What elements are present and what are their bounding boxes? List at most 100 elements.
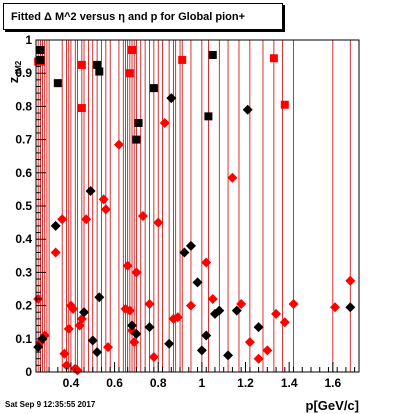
- diamond-marker-red: [279, 317, 290, 328]
- svg-text:zdM2: zdM2: [6, 60, 23, 83]
- diamond-marker-red: [50, 247, 61, 258]
- diamond-marker-red: [68, 303, 79, 314]
- diamond-marker-black: [196, 345, 207, 356]
- diamond-marker-red: [129, 337, 140, 348]
- diamond-marker-black: [85, 186, 96, 197]
- diamond-marker-red: [153, 217, 164, 228]
- diamond-marker-red: [271, 308, 282, 319]
- diamond-marker-red: [345, 275, 356, 286]
- diamond-marker-red: [262, 345, 273, 356]
- diamond-marker-red: [159, 118, 170, 128]
- diamond-marker-red: [288, 298, 299, 309]
- diamond-marker-red: [124, 305, 135, 316]
- square-marker-red: [128, 45, 137, 54]
- square-marker-red: [77, 104, 86, 113]
- diamond-marker-red: [113, 139, 124, 150]
- y-tick-label: 0: [25, 365, 32, 379]
- diamond-marker-red: [207, 293, 218, 304]
- x-tick-label: 1.6: [324, 376, 341, 390]
- square-marker-red: [280, 100, 289, 109]
- square-marker-black: [208, 50, 217, 59]
- diamond-marker-red: [98, 194, 109, 205]
- diamond-marker-black: [253, 322, 264, 333]
- y-axis-label-sub: dM2: [14, 60, 23, 77]
- diamond-marker-black: [345, 302, 356, 313]
- diamond-marker-red: [244, 337, 255, 348]
- diamond-marker-red: [103, 342, 114, 353]
- y-tick-label: 0.3: [15, 265, 32, 279]
- diamond-marker-red: [236, 298, 247, 309]
- tick-labels: 0.4 0.6 0.8 1 1.2 1.4 1.6 0 0.1 0.2 0.3 0.4 0.5 0.6 0.…: [15, 33, 341, 390]
- square-marker-black: [149, 84, 158, 93]
- y-axis-label-main: z: [6, 76, 21, 83]
- diamond-marker-red: [57, 214, 68, 225]
- y-axis-label: zdM2: [6, 60, 23, 83]
- square-marker-black: [132, 135, 141, 144]
- diamond-marker-black: [201, 330, 212, 341]
- y-tick-label: 1: [25, 33, 32, 47]
- diamond-marker-red: [148, 352, 159, 363]
- square-marker-black: [53, 79, 62, 88]
- diamond-marker-red: [253, 353, 264, 364]
- diamond-marker-red: [185, 300, 196, 311]
- vertical-lines: [37, 40, 351, 372]
- diamond-marker-black: [127, 320, 138, 331]
- diamond-marker-black: [94, 292, 105, 303]
- diamond-marker-black: [92, 347, 103, 358]
- diamond-marker-black: [166, 93, 177, 104]
- square-marker-black: [95, 67, 104, 76]
- diamond-marker-black: [144, 322, 155, 333]
- diamond-marker-red: [144, 298, 155, 309]
- square-marker-black: [36, 45, 45, 54]
- y-tick-label: 0.2: [15, 299, 32, 313]
- diamond-marker-red: [329, 302, 340, 313]
- diamond-marker-black: [214, 305, 225, 316]
- diamond-marker-red: [63, 323, 74, 334]
- x-tick-label: 1.2: [237, 376, 254, 390]
- diamond-marker-red: [201, 257, 212, 268]
- diamond-marker-black: [87, 335, 98, 346]
- plot-frame: [35, 39, 360, 373]
- square-marker-red: [269, 54, 278, 63]
- diamond-marker-black: [179, 247, 190, 258]
- y-tick-label: 0.4: [15, 232, 32, 246]
- diamond-marker-red: [120, 303, 131, 314]
- square-marker-black: [134, 119, 143, 127]
- diamond-marker-red: [131, 267, 142, 278]
- diamond-marker-red: [61, 360, 72, 371]
- square-marker-black: [93, 60, 102, 69]
- diamond-marker-black: [164, 338, 175, 349]
- diamond-marker-red: [227, 172, 238, 183]
- x-tick-label: 0.4: [63, 376, 80, 390]
- x-axis-label: p[GeV/c]: [306, 398, 359, 413]
- y-tick-label: 0.6: [15, 166, 32, 180]
- diamond-marker-black: [223, 350, 234, 361]
- x-tick-label: 1.4: [281, 376, 298, 390]
- diamond-marker-red: [81, 214, 92, 225]
- diamond-marker-red: [137, 210, 148, 221]
- diamond-marker-black: [185, 240, 196, 251]
- square-marker-red: [178, 55, 187, 64]
- x-tick-label: 0.8: [150, 376, 167, 390]
- diamond-marker-black: [231, 305, 242, 316]
- diamond-marker-red: [122, 260, 133, 271]
- y-tick-label: 0.9: [15, 66, 32, 80]
- y-tick-label: 0.8: [15, 99, 32, 113]
- y-tick-label: 0.1: [15, 332, 32, 346]
- y-tick-label: 0.7: [15, 133, 32, 147]
- diamond-marker-black: [131, 328, 142, 339]
- diamond-marker-red: [172, 312, 183, 323]
- axis-ticks: [36, 39, 356, 373]
- square-marker-black: [204, 112, 213, 121]
- square-marker-red: [77, 60, 86, 69]
- chart-title: Fitted Δ M^2 versus η and p for Global p…: [3, 3, 283, 30]
- diamond-marker-black: [50, 220, 61, 231]
- diamond-marker-red: [100, 204, 111, 215]
- diamond-marker-black: [242, 104, 253, 115]
- timestamp: Sat Sep 9 12:35:55 2017: [5, 400, 96, 409]
- square-marker-red: [125, 69, 134, 78]
- diamond-marker-red: [59, 348, 70, 359]
- y-tick-label: 0.5: [15, 199, 32, 213]
- diamond-marker-black: [192, 277, 203, 288]
